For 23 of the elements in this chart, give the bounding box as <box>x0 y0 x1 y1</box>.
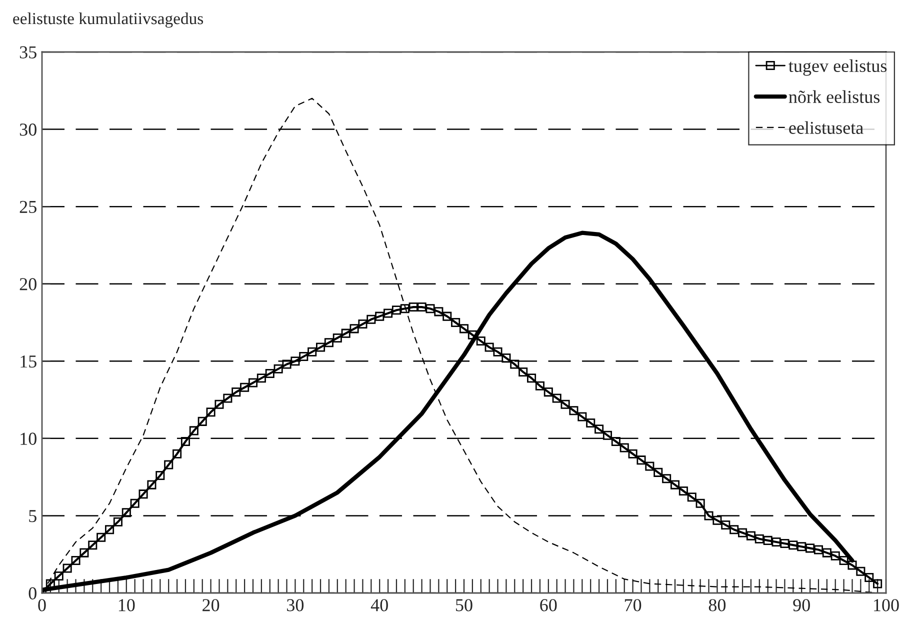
x-tick-label: 50 <box>456 599 472 612</box>
x-tick-label: 100 <box>874 599 899 612</box>
x-tick-label: 30 <box>287 599 304 612</box>
y-tick-label: 35 <box>20 46 36 58</box>
x-tick-label: 60 <box>540 599 557 612</box>
x-tick-label: 70 <box>624 599 642 612</box>
y-tick-label: 20 <box>20 278 36 290</box>
legend-label: eelistuseta <box>789 121 864 134</box>
y-tick-label: 15 <box>20 355 36 368</box>
legend-label: nõrk eelistus <box>788 90 880 104</box>
y-tick-label: 0 <box>28 587 36 600</box>
y-tick-label: 25 <box>20 200 36 214</box>
y-tick-label: 10 <box>20 432 36 445</box>
x-tick-label: 80 <box>708 599 726 612</box>
x-tick-label: 90 <box>793 599 810 612</box>
x-tick-label: 0 <box>38 599 46 612</box>
y-tick-label: 5 <box>29 510 36 522</box>
x-tick-label: 20 <box>202 599 220 612</box>
x-tick-label: 10 <box>118 599 135 612</box>
y-axis-title: eelistuste kumulatiivsagedus <box>13 12 204 28</box>
y-tick-label: 30 <box>20 124 36 136</box>
legend-label: tugev eelistus <box>788 59 887 76</box>
x-tick-label: 40 <box>370 599 388 612</box>
